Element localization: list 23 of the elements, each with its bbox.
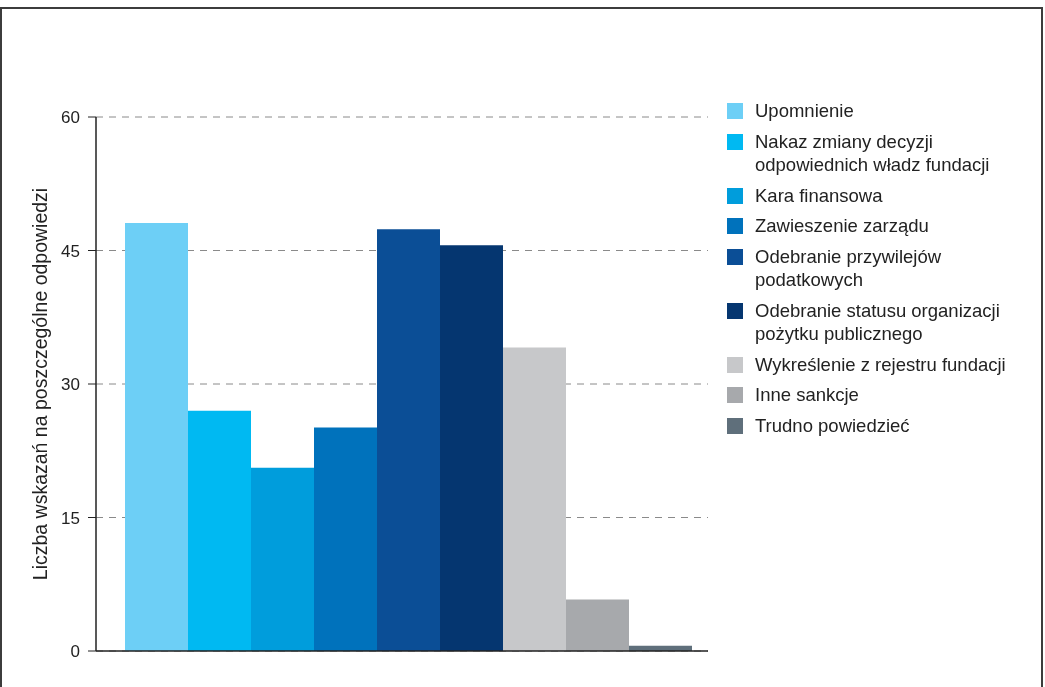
bar (377, 229, 440, 651)
legend-label: Odebranie statusu organizacji pożytku publicznego (755, 299, 1000, 344)
y-tick-label: 15 (61, 508, 80, 528)
legend-label: Odebranie przywilejów podatkowych (755, 245, 942, 290)
bar (566, 599, 629, 651)
y-axis-title: Liczba wskazań na poszczególne odpowiedzi (28, 187, 51, 581)
y-tick-label: 45 (61, 241, 80, 261)
legend-label: Inne sankcje (755, 384, 859, 405)
legend-label: Zawieszenie zarządu (755, 215, 929, 236)
y-tick-label: 60 (61, 108, 80, 128)
bar (503, 347, 566, 651)
bar (440, 245, 503, 651)
bar (125, 222, 188, 651)
legend-label: Trudno powiedzieć (755, 414, 910, 436)
bar (314, 427, 377, 651)
bar (188, 410, 251, 651)
y-tick-label: 0 (70, 642, 80, 662)
legend-label: Upomnienie (755, 100, 854, 121)
y-tick-label: 30 (61, 375, 80, 395)
legend-label: Kara finansowa (755, 184, 883, 206)
bar (251, 467, 314, 651)
legend-label: Nakaz zmiany decyzji odpowiednich władz fundacji (755, 130, 990, 175)
legend-label: Wykreślenie z rejestru fundacji (755, 353, 1006, 375)
